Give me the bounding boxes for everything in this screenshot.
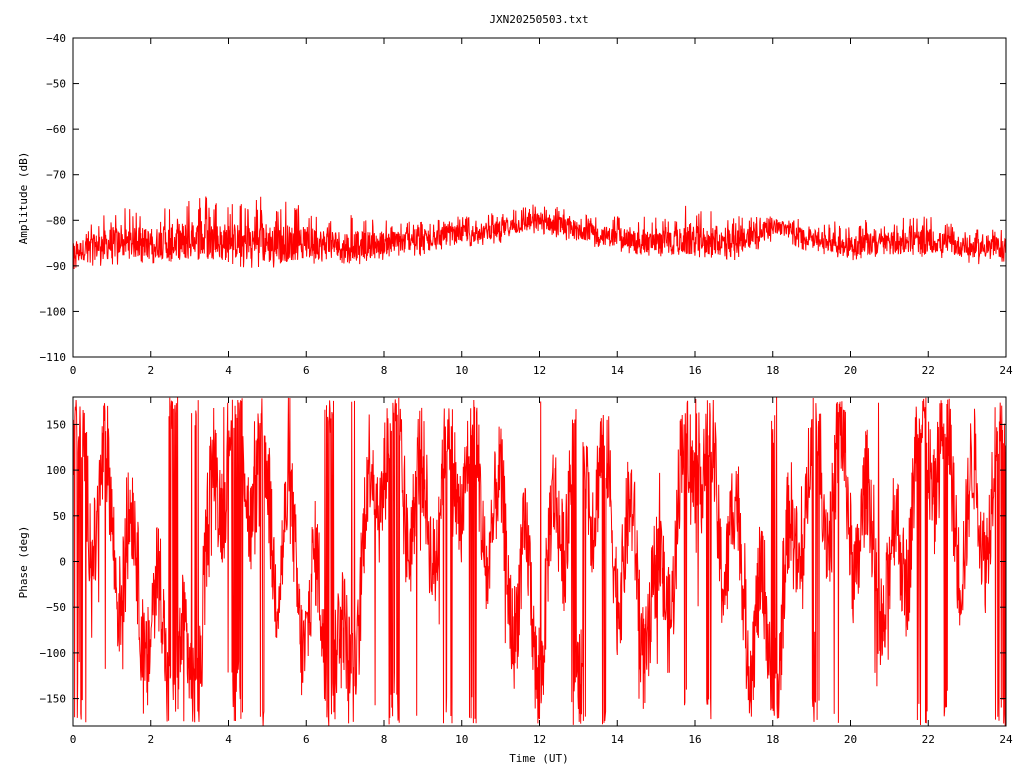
- x-tick-label: 12: [533, 733, 546, 746]
- x-tick-label: 14: [611, 733, 625, 746]
- y-tick-label: −80: [46, 214, 66, 227]
- phase-ticks: 0 2 4 6 8 10 12 14 16 18 20 22 24150100500−50−100−15…: [40, 397, 1013, 746]
- amplitude-plot-frame: [72, 37, 1007, 358]
- amplitude-panel: 0 2 4 6 8 10 12 14 16 18 20 22 24−40−50−60−70−80−90−…: [17, 32, 1013, 377]
- x-tick-label: 14: [611, 364, 625, 377]
- x-tick-label: 2: [147, 733, 154, 746]
- x-tick-label: 0: [70, 733, 77, 746]
- y-tick-label: −50: [46, 78, 66, 91]
- amplitude-series: [72, 196, 1007, 270]
- x-tick-label: 18: [766, 364, 779, 377]
- time-axis-label: Time (UT): [509, 752, 569, 765]
- chart-title: JXN20250503.txt: [489, 13, 588, 26]
- x-tick-label: 6: [303, 733, 310, 746]
- y-tick-label: −50: [46, 601, 66, 614]
- x-tick-label: 10: [455, 733, 468, 746]
- x-tick-label: 16: [688, 733, 701, 746]
- amplitude-line: [72, 196, 1007, 270]
- y-tick-label: −70: [46, 169, 66, 182]
- y-tick-label: −40: [46, 32, 66, 45]
- amplitude-axis-label: Amplitude (dB): [17, 152, 30, 245]
- phase-panel: 0 2 4 6 8 10 12 14 16 18 20 22 24150100500−50−100−15…: [17, 396, 1013, 765]
- x-tick-label: 0: [70, 364, 77, 377]
- y-tick-label: 0: [59, 556, 66, 569]
- amplitude-ticks: 0 2 4 6 8 10 12 14 16 18 20 22 24−40−50−60−70−80−90−…: [40, 32, 1013, 377]
- y-tick-label: 150: [46, 418, 66, 431]
- x-tick-label: 24: [999, 364, 1013, 377]
- x-tick-label: 8: [381, 733, 388, 746]
- x-tick-label: 12: [533, 364, 546, 377]
- y-tick-label: −100: [40, 647, 67, 660]
- x-tick-label: 16: [688, 364, 701, 377]
- x-tick-label: 20: [844, 733, 857, 746]
- x-tick-label: 4: [225, 364, 232, 377]
- y-tick-label: −100: [40, 305, 67, 318]
- x-tick-label: 10: [455, 364, 468, 377]
- x-tick-label: 2: [147, 364, 154, 377]
- phase-axis-label: Phase (deg): [17, 526, 30, 599]
- y-tick-label: −110: [40, 351, 67, 364]
- y-tick-label: −60: [46, 123, 66, 136]
- x-tick-label: 22: [922, 364, 935, 377]
- y-tick-label: −150: [40, 693, 67, 706]
- x-tick-label: 6: [303, 364, 310, 377]
- x-tick-label: 4: [225, 733, 232, 746]
- x-tick-label: 18: [766, 733, 779, 746]
- y-tick-label: −90: [46, 260, 66, 273]
- y-tick-label: 50: [53, 510, 66, 523]
- y-tick-label: 100: [46, 464, 66, 477]
- x-tick-label: 8: [381, 364, 388, 377]
- x-tick-label: 24: [999, 733, 1013, 746]
- x-tick-label: 20: [844, 364, 857, 377]
- phase-line: [72, 397, 1007, 727]
- phase-series: [72, 397, 1007, 727]
- x-tick-label: 22: [922, 733, 935, 746]
